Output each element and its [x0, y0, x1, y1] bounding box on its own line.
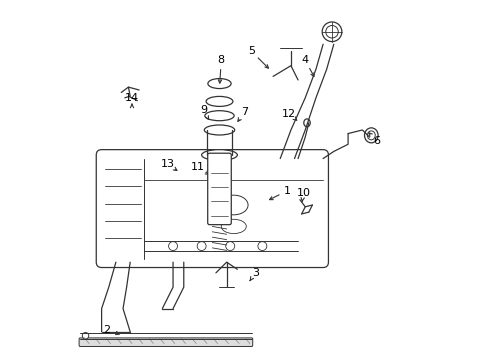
- Text: 7: 7: [241, 107, 247, 117]
- Ellipse shape: [201, 150, 237, 160]
- FancyArrowPatch shape: [218, 69, 221, 83]
- Text: 2: 2: [103, 325, 110, 335]
- Ellipse shape: [197, 242, 205, 251]
- FancyArrowPatch shape: [205, 116, 208, 120]
- FancyArrowPatch shape: [115, 332, 119, 335]
- FancyBboxPatch shape: [96, 150, 328, 267]
- Text: 3: 3: [251, 268, 258, 278]
- FancyArrowPatch shape: [309, 68, 313, 76]
- FancyBboxPatch shape: [79, 338, 252, 346]
- Ellipse shape: [325, 26, 338, 38]
- Ellipse shape: [205, 96, 232, 107]
- Ellipse shape: [221, 219, 246, 234]
- FancyArrowPatch shape: [368, 133, 371, 136]
- Text: 10: 10: [296, 188, 310, 198]
- Ellipse shape: [219, 195, 247, 215]
- FancyArrowPatch shape: [301, 198, 304, 202]
- Ellipse shape: [225, 242, 234, 251]
- FancyArrowPatch shape: [258, 58, 268, 68]
- Text: 1: 1: [284, 186, 290, 196]
- Text: 14: 14: [124, 93, 139, 103]
- Ellipse shape: [322, 22, 341, 41]
- Ellipse shape: [168, 242, 177, 251]
- Text: 4: 4: [301, 55, 308, 65]
- Ellipse shape: [82, 333, 88, 339]
- FancyArrowPatch shape: [173, 167, 177, 171]
- Text: 6: 6: [372, 136, 379, 146]
- Text: 12: 12: [282, 109, 296, 119]
- FancyArrowPatch shape: [269, 195, 279, 200]
- Ellipse shape: [364, 128, 377, 143]
- Ellipse shape: [204, 111, 234, 121]
- FancyArrowPatch shape: [292, 117, 296, 120]
- Ellipse shape: [204, 125, 234, 135]
- Ellipse shape: [366, 131, 374, 140]
- Text: 5: 5: [247, 46, 255, 57]
- Ellipse shape: [303, 119, 309, 127]
- Text: 9: 9: [200, 105, 206, 115]
- FancyArrowPatch shape: [238, 118, 241, 121]
- FancyArrowPatch shape: [205, 171, 208, 174]
- Text: 11: 11: [191, 162, 204, 172]
- FancyArrowPatch shape: [249, 276, 253, 281]
- Text: 13: 13: [161, 159, 174, 169]
- Ellipse shape: [207, 78, 231, 89]
- Ellipse shape: [257, 242, 266, 251]
- Text: 8: 8: [217, 55, 224, 65]
- FancyBboxPatch shape: [207, 153, 231, 225]
- FancyArrowPatch shape: [130, 104, 133, 108]
